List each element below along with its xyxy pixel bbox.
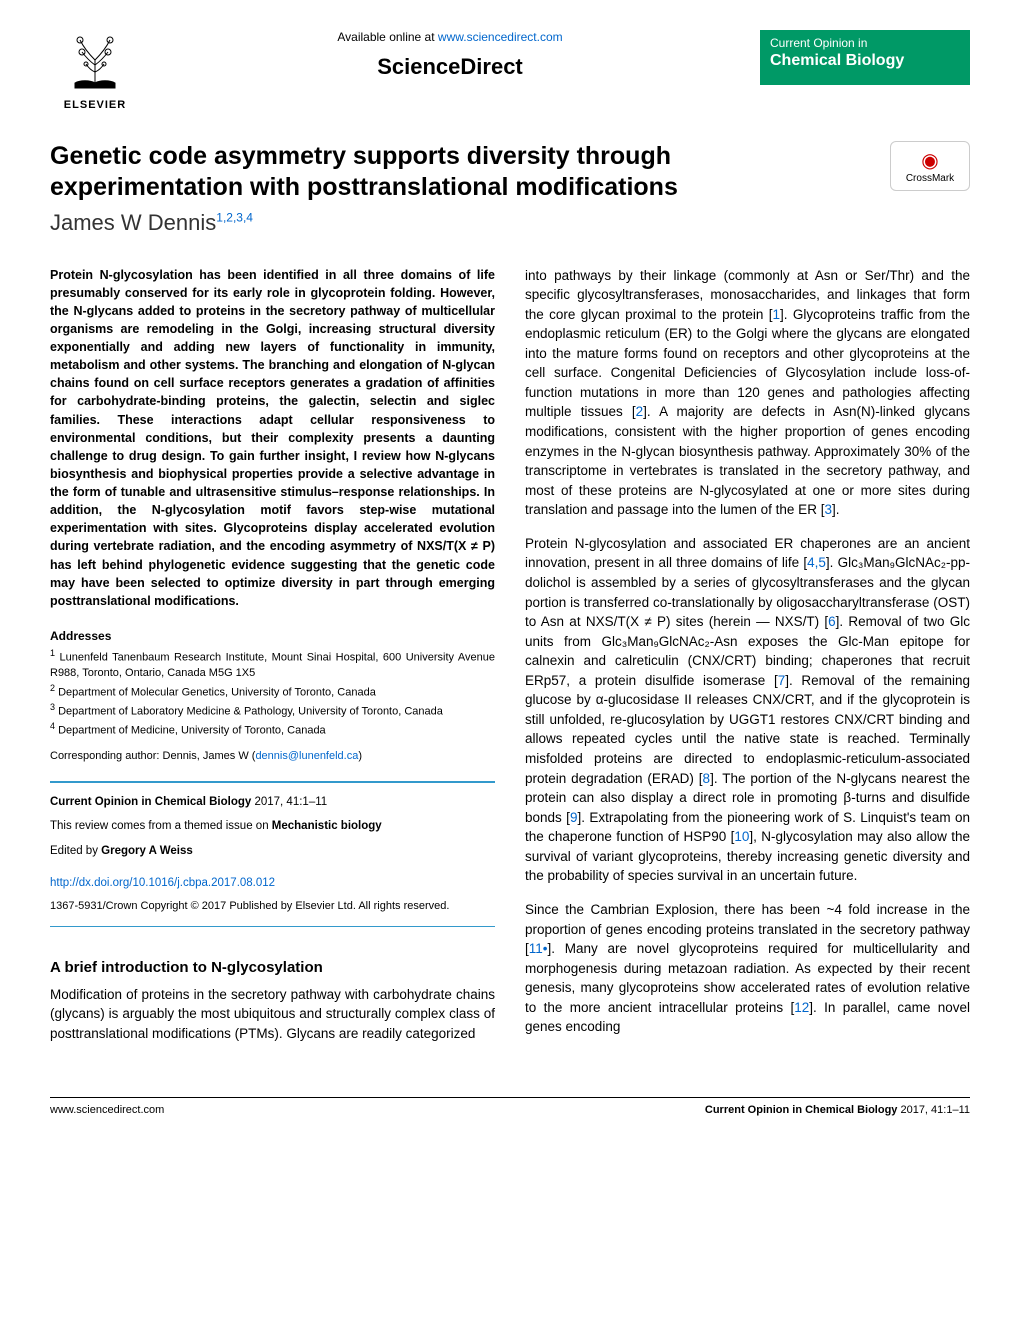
citation-link[interactable]: 1 [773, 307, 781, 322]
footer-journal: Current Opinion in Chemical Biology [705, 1104, 898, 1116]
page-header: ELSEVIER Available online at www.science… [50, 30, 970, 111]
review-topic: Mechanistic biology [272, 820, 382, 832]
address-item: 4 Department of Medicine, University of … [50, 720, 495, 739]
address-text: Department of Medicine, University of To… [58, 724, 326, 736]
content-columns: Protein N-glycosylation has been identif… [50, 266, 970, 1058]
address-sup: 2 [50, 683, 55, 693]
review-from-line: This review comes from a themed issue on… [50, 817, 495, 835]
info-box: Current Opinion in Chemical Biology 2017… [50, 781, 495, 927]
address-text: Lunenfeld Tanenbaum Research Institute, … [50, 652, 495, 679]
left-column: Protein N-glycosylation has been identif… [50, 266, 495, 1058]
footer-citation: 2017, 41:1–11 [897, 1104, 970, 1116]
title-row: Genetic code asymmetry supports diversit… [50, 141, 970, 236]
author-affil-sup: 1,2,3,4 [216, 210, 253, 224]
citation-journal: Current Opinion in Chemical Biology [50, 796, 251, 808]
center-header: Available online at www.sciencedirect.co… [140, 30, 760, 80]
crossmark-icon: ◉ [921, 150, 938, 172]
author-name: James W Dennis [50, 210, 216, 235]
citation-link[interactable]: 10 [734, 829, 749, 844]
address-sup: 1 [50, 648, 55, 658]
addresses-list: 1 Lunenfeld Tanenbaum Research Institute… [50, 647, 495, 739]
intro-paragraph: Modification of proteins in the secretor… [50, 985, 495, 1044]
address-item: 3 Department of Laboratory Medicine & Pa… [50, 701, 495, 720]
right-para-3: Since the Cambrian Explosion, there has … [525, 900, 970, 1037]
available-online-text: Available online at www.sciencedirect.co… [160, 30, 740, 44]
elsevier-tree-icon [50, 30, 140, 99]
text-run: ]. A majority are defects in Asn(N)-link… [525, 404, 970, 517]
address-item: 1 Lunenfeld Tanenbaum Research Institute… [50, 647, 495, 681]
edited-by-line: Edited by Gregory A Weiss [50, 842, 495, 860]
available-online-prefix: Available online at [337, 30, 438, 44]
crossmark-label: CrossMark [906, 173, 954, 184]
citation-line: Current Opinion in Chemical Biology 2017… [50, 793, 495, 811]
journal-box: Current Opinion in Chemical Biology [760, 30, 970, 85]
citation-link[interactable]: 4,5 [807, 555, 826, 570]
title-block: Genetic code asymmetry supports diversit… [50, 141, 870, 236]
sciencedirect-brand: ScienceDirect [160, 54, 740, 80]
citation-link[interactable]: 11• [529, 941, 548, 956]
edited-by-label: Edited by [50, 845, 101, 857]
right-para-2: Protein N-glycosylation and associated E… [525, 534, 970, 886]
article-title: Genetic code asymmetry supports diversit… [50, 141, 870, 204]
text-run: ]. Removal of the remaining glucose by α… [525, 673, 970, 786]
address-text: Department of Molecular Genetics, Univer… [58, 686, 376, 698]
corresponding-author: Corresponding author: Dennis, James W (d… [50, 749, 495, 765]
address-text: Department of Laboratory Medicine & Path… [58, 705, 443, 717]
doi-link[interactable]: http://dx.doi.org/10.1016/j.cbpa.2017.08… [50, 874, 495, 892]
footer-left: www.sciencedirect.com [50, 1104, 164, 1116]
author-line: James W Dennis1,2,3,4 [50, 210, 870, 236]
citation-link[interactable]: 3 [824, 502, 832, 517]
sciencedirect-link[interactable]: www.sciencedirect.com [438, 30, 563, 44]
editor-name: Gregory A Weiss [101, 845, 193, 857]
section-heading-intro: A brief introduction to N-glycosylation [50, 957, 495, 979]
citation-link[interactable]: 12 [794, 1000, 809, 1015]
page-footer: www.sciencedirect.com Current Opinion in… [50, 1097, 970, 1116]
corresp-close: ) [358, 750, 362, 762]
copyright-text: 1367-5931/Crown Copyright © 2017 Publish… [50, 898, 495, 916]
citation-link[interactable]: 8 [703, 771, 711, 786]
address-item: 2 Department of Molecular Genetics, Univ… [50, 682, 495, 701]
text-run: ]. [832, 502, 840, 517]
citation-detail: 2017, 41:1–11 [251, 796, 327, 808]
abstract-text: Protein N-glycosylation has been identif… [50, 266, 495, 610]
elsevier-logo: ELSEVIER [50, 30, 140, 111]
corresp-email-link[interactable]: dennis@lunenfeld.ca [255, 750, 358, 762]
footer-right: Current Opinion in Chemical Biology 2017… [705, 1104, 970, 1116]
text-run: ]. Glycoproteins traffic from the endopl… [525, 307, 970, 420]
journal-prefix: Current Opinion in [770, 36, 960, 50]
address-sup: 3 [50, 702, 55, 712]
right-column: into pathways by their linkage (commonly… [525, 266, 970, 1058]
citation-link[interactable]: 6 [828, 614, 836, 629]
corresp-label: Corresponding author: Dennis, James W ( [50, 750, 255, 762]
right-para-1: into pathways by their linkage (commonly… [525, 266, 970, 520]
crossmark-badge[interactable]: ◉ CrossMark [890, 141, 970, 191]
review-from-label: This review comes from a themed issue on [50, 820, 272, 832]
journal-name: Chemical Biology [770, 52, 960, 70]
addresses-heading: Addresses [50, 628, 495, 645]
address-sup: 4 [50, 721, 55, 731]
elsevier-label: ELSEVIER [50, 99, 140, 111]
